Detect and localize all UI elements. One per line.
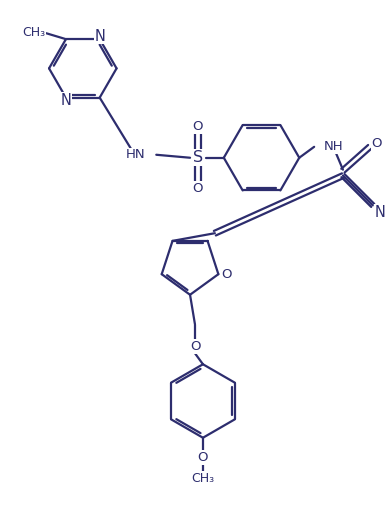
Text: N: N — [374, 205, 385, 220]
Text: CH₃: CH₃ — [22, 26, 45, 39]
Text: O: O — [190, 340, 200, 353]
Text: S: S — [193, 150, 203, 165]
Text: O: O — [198, 451, 208, 464]
Text: O: O — [221, 268, 231, 281]
Text: O: O — [371, 138, 382, 150]
Text: O: O — [193, 182, 203, 195]
Text: HN: HN — [126, 148, 145, 161]
Text: O: O — [193, 120, 203, 133]
Text: CH₃: CH₃ — [191, 472, 215, 485]
Text: N: N — [61, 93, 72, 108]
Text: N: N — [94, 29, 105, 43]
Text: NH: NH — [324, 140, 344, 153]
